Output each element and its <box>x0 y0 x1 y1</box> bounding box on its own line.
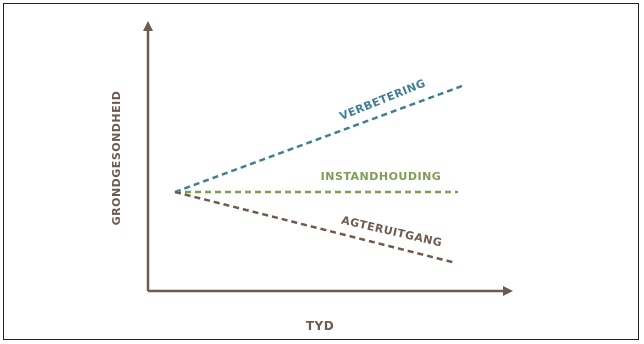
improvement-trend-line <box>174 84 463 194</box>
y-axis-label: GRONDGESONDHEID <box>110 91 123 226</box>
decline-label: AGTERUITGANG <box>340 214 443 250</box>
x-axis-label: TYD <box>306 319 334 333</box>
decline-trend-line <box>174 190 457 265</box>
diagram-frame <box>3 3 639 340</box>
maintenance-label: INSTANDHOUDING <box>321 170 442 183</box>
